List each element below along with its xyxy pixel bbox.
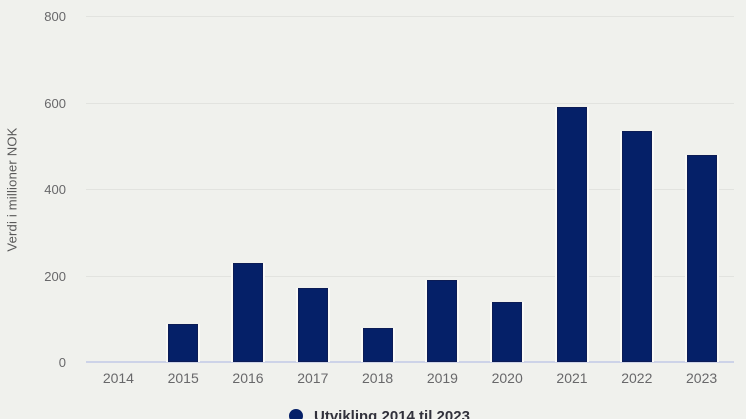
x-tick-label-2019: 2019 bbox=[426, 370, 458, 386]
bar-2019 bbox=[427, 280, 458, 362]
gridline-200 bbox=[86, 275, 734, 277]
bar-2018 bbox=[362, 328, 393, 362]
bar-2017 bbox=[297, 288, 328, 362]
x-tick-label-2020: 2020 bbox=[491, 370, 523, 386]
bar-2016 bbox=[233, 262, 263, 362]
y-tick-label-400: 400 bbox=[44, 182, 66, 197]
x-tick-label-2016: 2016 bbox=[232, 370, 264, 386]
y-tick-label-200: 200 bbox=[44, 268, 66, 284]
gridline-400 bbox=[86, 189, 734, 190]
gridline-800 bbox=[86, 16, 734, 17]
x-tick-label-2022: 2022 bbox=[621, 370, 653, 386]
legend: Utvikling 2014 til 2023 bbox=[289, 405, 470, 419]
x-tick-label-2014: 2014 bbox=[102, 370, 134, 386]
gridline-600 bbox=[86, 102, 734, 104]
bar-2022 bbox=[621, 130, 652, 362]
x-tick-label-2023: 2023 bbox=[686, 370, 718, 386]
bar-2020 bbox=[492, 301, 523, 362]
legend-circle-marker-icon bbox=[289, 409, 303, 419]
bar-2023 bbox=[686, 155, 717, 362]
x-tick-label-2017: 2017 bbox=[297, 370, 329, 386]
bar-2015 bbox=[168, 324, 199, 362]
y-tick-label-600: 600 bbox=[44, 95, 66, 111]
x-tick-label-2018: 2018 bbox=[362, 370, 394, 386]
y-tick-label-800: 800 bbox=[44, 9, 66, 24]
x-axis-baseline bbox=[86, 361, 734, 363]
x-tick-label-2015: 2015 bbox=[167, 370, 199, 386]
x-tick-label-2021: 2021 bbox=[556, 370, 588, 386]
y-tick-label-0: 0 bbox=[58, 355, 66, 370]
legend-label: Utvikling 2014 til 2023 bbox=[314, 407, 470, 419]
bar-2021 bbox=[557, 106, 587, 362]
